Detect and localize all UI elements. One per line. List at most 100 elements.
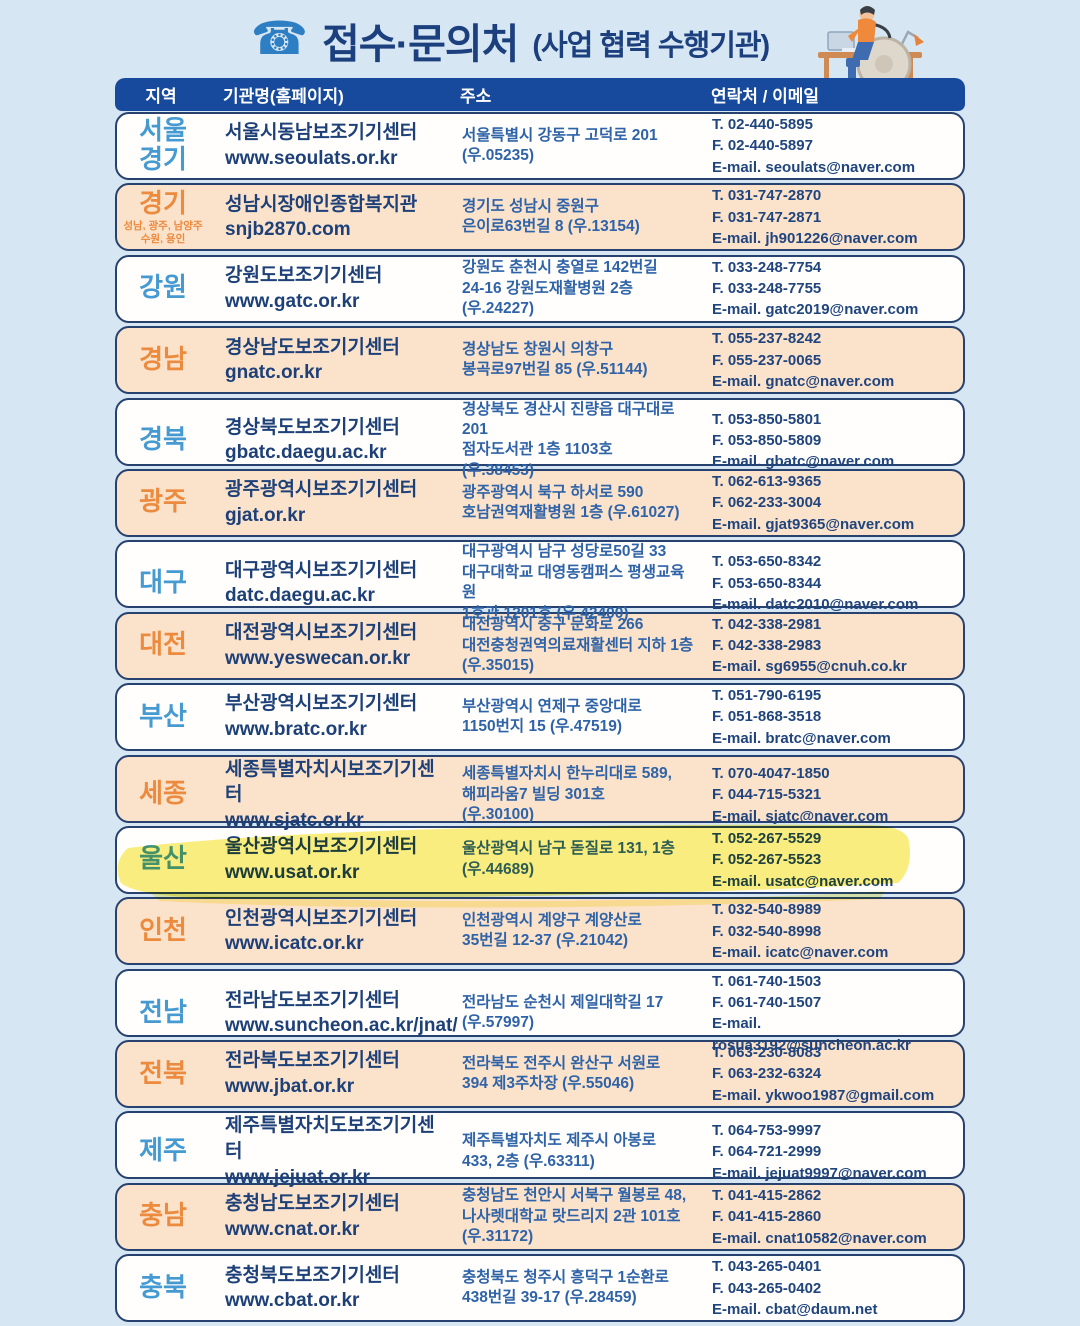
org-url: www.bratc.or.kr [225,719,367,741]
region-cell: 제주 [117,1113,209,1190]
region-note: 성남, 광주, 남양주 수원, 용인 [123,220,202,245]
address-line: 호남권역재활병원 1층 (우.61027) [462,503,680,521]
page-title: ☎ 접수·문의처 (사업 협력 수행기관) [0,8,960,72]
contact-line: T. 064-753-9997 [712,1121,822,1139]
org-url: www.gatc.or.kr [225,290,360,312]
address-line: 울산광역시 남구 돋질로 131, 1층 [462,840,675,858]
org-cell: 울산광역시보조기기센터 www.usat.or.kr [209,828,452,892]
region-label: 경남 [139,344,187,374]
contact-line: T. 063-230-8083 [712,1044,822,1062]
address-line: 경기도 성남시 중원구 [462,197,599,215]
org-name: 대전광역시보조기기센터 [225,622,418,644]
org-url: www.suncheon.ac.kr/jnat/ [225,1015,458,1037]
region-line: 인천 [139,914,187,945]
region-line: 울산 [139,843,187,874]
region-label: 광주 [139,487,187,516]
address-cell: 울산광역시 남구 돋질로 131, 1층 (우.44689) [452,828,697,892]
org-url: gjat.or.kr [225,504,306,526]
address-line: 394 제3주차장 (우.55046) [462,1075,635,1093]
address-cell: 인천광역시 계양구 계양산로 35번길 12-37 (우.21042) [452,899,697,963]
address-line: (우.24227) [462,300,534,317]
address-cell: 광주광역시 북구 하서로 590 호남권역재활병원 1층 (우.61027) [452,471,697,535]
address-cell: 전라남도 순천시 제일대학길 17 (우.57997) [452,971,697,1056]
contact-cell: T. 064-753-9997 F. 064-721-2999 E-mail. je… [697,1113,963,1190]
region_note-line: 수원, 용인 [140,232,186,245]
address-line: 35번길 12-37 (우.21042) [462,932,629,950]
contact-line: F. 042-338-2983 [712,637,822,655]
org-cell: 서울시동남보조기기센터 www.seoulats.or.kr [209,114,452,178]
column-header-org: 기관명(홈페이지) [223,87,344,106]
region-cell: 광주 [117,471,209,535]
region-cell: 전북 [117,1042,209,1106]
org-url: snjb2870.com [225,219,351,241]
region-line: 광주 [139,486,187,517]
address-cell: 충청북도 청주시 흥덕구 1순환로 438번길 39-17 (우.28459) [452,1256,697,1320]
table-row: 충북 충청북도보조기기센터 www.cbat.or.kr 충청북도 청주시 흥덕… [115,1254,965,1323]
org-cell: 성남시장애인종합복지관 snjb2870.com [209,185,452,249]
address-line: 1150번지 15 (우.47519) [462,718,622,736]
address-line: 전라남도 순천시 제일대학길 17 [462,993,664,1011]
contact-line: F. 051-868-3518 [712,708,822,726]
org-cell: 강원도보조기기센터 www.gatc.or.kr [209,257,452,321]
region-label: 제주 [139,1136,187,1165]
contact-line: E-mail. gatc2019@naver.com [712,301,919,319]
org-name: 전라남도보조기기센터 [225,989,400,1011]
region-line: 제주 [139,1135,187,1166]
table-row: 서울 경기 서울시동남보조기기센터 www.seoulats.or.kr 서울특별… [115,112,965,180]
address-line: 대전광역시 중구 문화로 266 [462,616,644,634]
region-label: 충북 [139,1272,187,1302]
address-line: 대전충청권역의료재활센터 지하 1층 [462,636,694,654]
address-line: 경상남도 창원시 의창구 [462,340,614,358]
region-cell: 전남 [117,971,209,1056]
contact-line: T. 032-540-8989 [712,901,822,919]
table-row: 전남 전라남도보조기기센터 www.suncheon.ac.kr/jnat/ 전… [115,968,965,1054]
address-line: 봉곡로97번길 85 (우.51144) [462,361,648,379]
address-cell: 경기도 성남시 중원구 은이로63번길 8 (우.13154) [452,185,697,249]
contact-line: T. 033-248-7754 [712,258,822,276]
region-line: 대구 [139,566,187,597]
contact-line: T. 053-850-5801 [712,410,822,428]
region-line: 경기 [139,144,187,174]
contact-line: E-mail. usatc@naver.com [712,872,894,890]
region-label: 대전 [139,630,187,659]
org-name: 부산광역시보조기기센터 [225,693,418,715]
table-row: 인천 인천광역시보조기기센터 www.icatc.or.kr 인천광역시 계양구… [115,897,965,966]
org-cell: 광주광역시보조기기센터 gjat.or.kr [209,471,452,535]
contact-line: F. 044-715-5321 [712,786,822,804]
org-cell: 전라북도보조기기센터 www.jbat.or.kr [209,1042,452,1106]
region-cell: 서울 경기 [117,114,209,178]
address-line: 세종특별자치시 한누리대로 589, [462,765,672,783]
region-label: 부산 [139,701,187,731]
address-line: 나사렛대학교 랏드리지 2관 101호 [462,1207,681,1225]
contact-line: F. 063-232-6324 [712,1065,822,1083]
table-row: 경북 경상북도보조기기센터 gbatc.daegu.ac.kr 경상북도 경산시… [115,397,965,479]
contact-line: T. 043-265-0401 [712,1258,822,1276]
address-line: (우.44689) [462,860,534,878]
table-row: 광주 광주광역시보조기기센터 gjat.or.kr 광주광역시 북구 하서로 5… [115,468,965,537]
title-text: 접수·문의처 [322,21,519,67]
org-name: 제주특별자치도보조기기센터 [225,1115,435,1163]
region-cell: 대전 [117,614,209,678]
org-url: www.cbat.or.kr [225,1290,360,1312]
table-row: 대전 대전광역시보조기기센터 www.yeswecan.or.kr 대전광역시 … [115,611,965,680]
region-line: 충남 [139,1200,187,1231]
contact-line: T. 031-747-2870 [712,187,822,205]
address-cell: 충청남도 천안시 서북구 월봉로 48, 나사렛대학교 랏드리지 2관 101호 (… [452,1185,697,1249]
address-cell: 강원도 춘천시 충열로 142번길 24-16 강원도재활병원 2층 (우.2422… [452,257,697,321]
region-line: 경기 [139,188,187,219]
address-line: (우.30100) [462,806,534,824]
address-cell: 제주특별자치도 제주시 아봉로 433, 2층 (우.63311) [452,1113,697,1190]
contact-line: F. 043-265-0402 [712,1279,822,1297]
contact-cell: T. 053-650-8342 F. 053-650-8344 E-mail. da… [697,542,963,624]
region-cell: 경남 [117,328,209,392]
person-wheelchair-illustration [818,6,924,92]
address-line: 경상북도 경산시 진량읍 대구대로 201 [462,400,675,439]
contact-line: F. 062-233-3004 [712,494,822,512]
address-line: 점자도서관 1층 1103호 [462,441,613,459]
contact-line: T. 053-650-8342 [712,553,822,571]
org-name: 대구광역시보조기기센터 [225,559,418,581]
org-name: 성남시장애인종합복지관 [225,193,418,215]
contact-line: F. 064-721-2999 [712,1143,822,1161]
contact-line: E-mail. gjat9365@naver.com [712,515,915,533]
org-url: www.jbat.or.kr [225,1076,355,1098]
